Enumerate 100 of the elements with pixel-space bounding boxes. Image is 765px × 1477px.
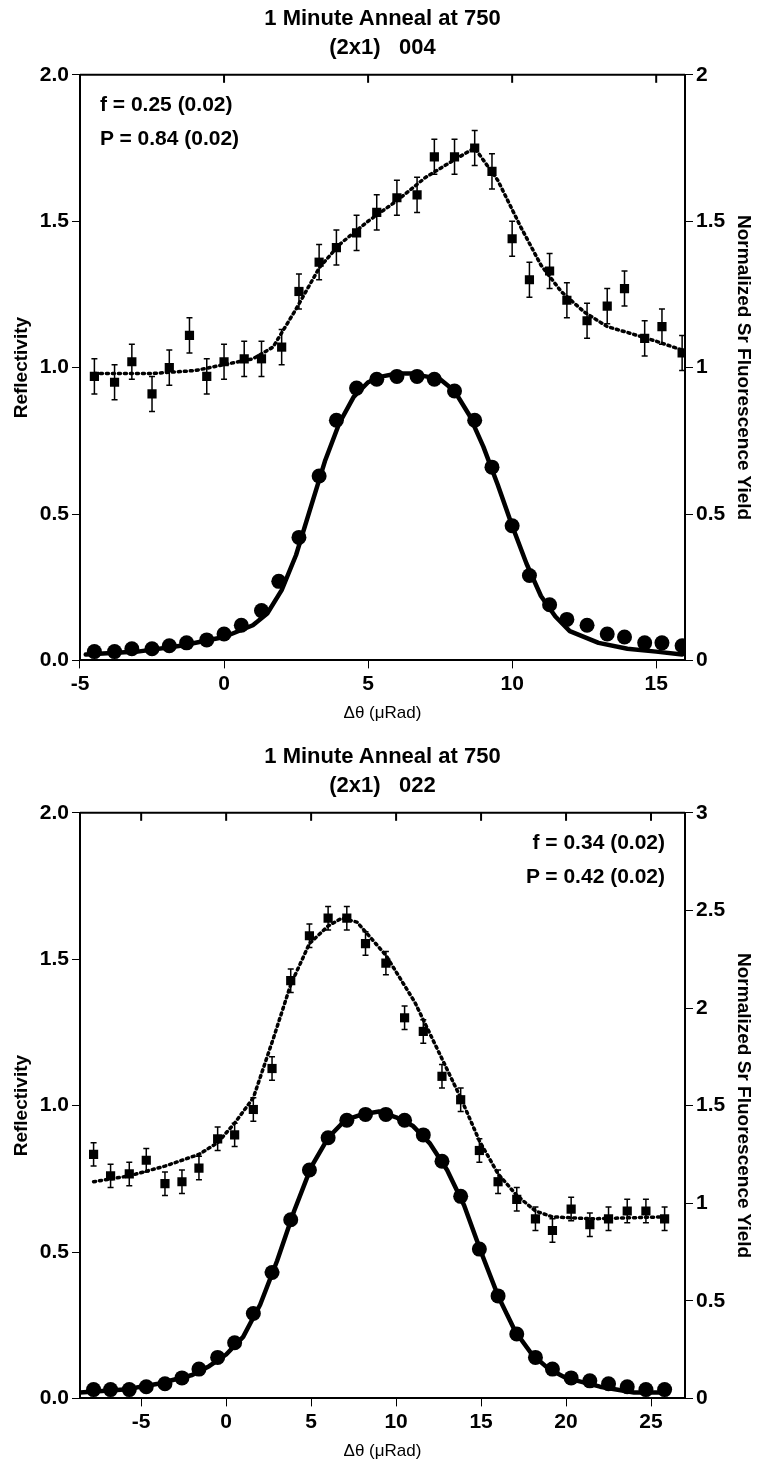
point [301,1162,317,1178]
x-tick-label: 25 [639,1408,664,1432]
point [245,1305,261,1321]
x-tick-label: -5 [70,670,90,694]
point [582,1373,598,1389]
chart-title: 1 Minute Anneal at 750 [264,743,501,769]
point [179,635,195,651]
chart-subtitle: (2x1) 022 [329,771,436,797]
point [147,389,157,399]
point [453,1188,469,1204]
point [161,638,177,654]
point [144,641,160,657]
point [545,266,555,276]
point [415,1127,431,1143]
chart-title: 1 Minute Anneal at 750 [264,5,501,31]
y2-tick-label: 0.5 [696,500,726,524]
y2-tick-label: 1 [696,1190,709,1213]
y-tick-label: 1.5 [39,208,70,231]
point [351,228,362,238]
y2-tick-label: 2 [696,61,708,85]
chart-subtitle: (2x1) 004 [329,33,437,59]
point [654,635,670,651]
x-axis-title: Δθ (μRad) [343,703,422,723]
point [447,383,463,399]
point [601,1376,617,1392]
point [409,368,425,384]
y2-axis-title: Normalized Sr Fluorescence Yield [734,953,756,1259]
y2-tick-label: 3 [696,799,708,823]
point [509,1326,525,1342]
x-tick-label: 5 [362,670,375,694]
point [563,1370,579,1386]
annotation: f = 0.34 (0.02) [532,830,666,854]
point [107,644,123,660]
x-tick-label: -5 [131,1408,151,1432]
x-tick-label: 20 [554,1408,578,1432]
point [233,617,249,633]
point [358,1106,374,1122]
point [619,1379,635,1395]
y-tick-label: 2.0 [39,61,69,85]
point [467,412,483,428]
point [121,1382,137,1398]
point [657,1382,673,1398]
point [199,632,215,648]
point [389,368,405,384]
y2-tick-label: 1.5 [696,208,726,231]
point [637,635,653,651]
point [542,597,558,613]
x-axis-title: Δθ (μRad) [343,1441,422,1461]
point [521,567,537,583]
point [641,1206,651,1216]
y-tick-label: 0.0 [39,1385,69,1409]
point [470,143,480,153]
annotation: P = 0.42 (0.02) [525,864,666,888]
point [311,468,327,484]
y-tick-label: 0.0 [39,647,69,671]
point [271,573,287,589]
y-tick-label: 0.5 [39,500,70,524]
point [328,412,344,428]
point [124,641,140,657]
point [471,1241,487,1257]
y2-tick-label: 0.5 [696,1287,726,1311]
point [210,1349,226,1365]
point [138,1379,154,1395]
point [216,626,232,642]
point [369,371,385,387]
point [559,611,575,627]
point [124,1169,134,1179]
annotation: f = 0.25 (0.02) [99,92,233,116]
point [254,603,269,619]
y-axis-title: Reflectivity [9,1054,31,1157]
x-tick-label: 0 [218,670,230,694]
point [174,1370,190,1386]
point [579,617,595,633]
x-tick-label: 0 [220,1408,232,1432]
point [103,1382,119,1398]
y-tick-label: 1.0 [39,354,69,378]
y-tick-label: 1.0 [39,1092,69,1116]
point [638,1382,654,1398]
annotation: P = 0.84 (0.02) [99,126,240,150]
y2-tick-label: 2 [696,994,708,1018]
point [504,518,520,534]
y2-tick-label: 0 [696,647,708,671]
y2-tick-label: 1 [696,354,709,378]
point [320,1130,336,1146]
y-tick-label: 1.5 [39,946,70,969]
point [434,1153,450,1169]
point [490,1288,506,1304]
point [527,1349,543,1365]
y2-axis-title: Normalized Sr Fluorescence Yield [734,215,756,521]
x-tick-label: 15 [469,1408,494,1432]
y-axis-title: Reflectivity [9,316,31,419]
point [264,1265,280,1280]
point [378,1106,394,1122]
x-tick-label: 15 [644,670,669,694]
point [484,459,500,475]
y-tick-label: 2.0 [39,799,69,823]
point [349,380,365,396]
y-tick-label: 0.5 [39,1238,70,1262]
x-tick-label: 10 [500,670,524,694]
point [426,371,442,387]
